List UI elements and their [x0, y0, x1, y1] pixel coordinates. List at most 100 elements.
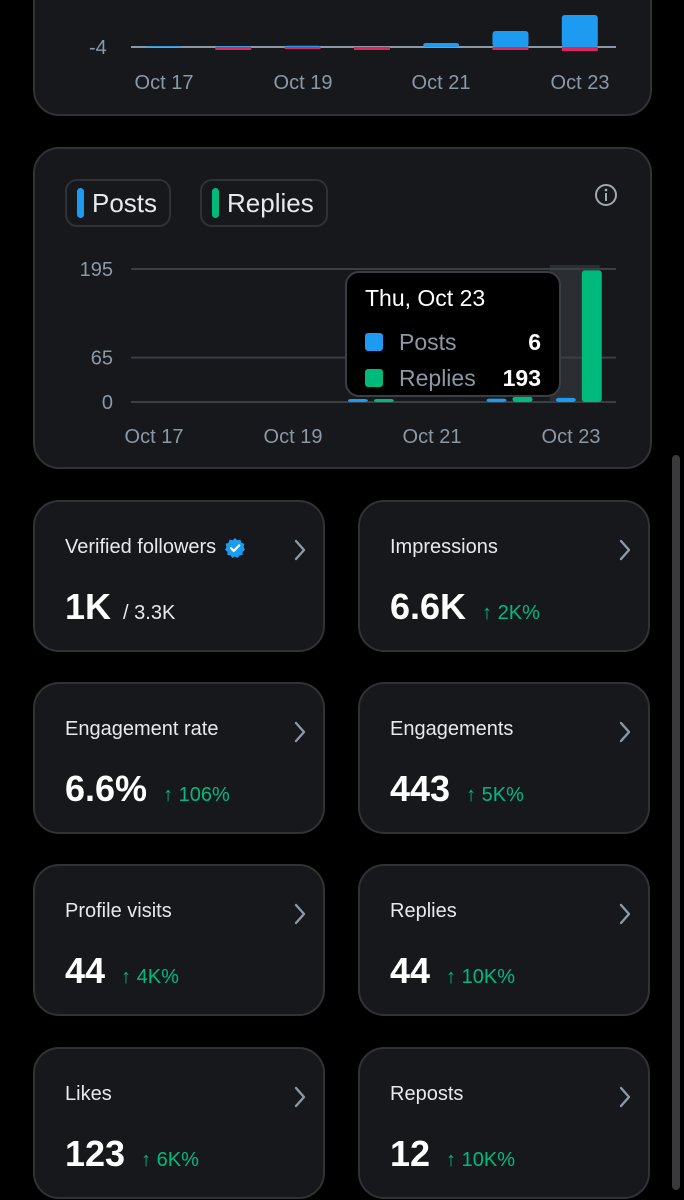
x-tick-label: Oct 17: [135, 72, 194, 94]
x-tick-label: Oct 23: [551, 72, 610, 94]
verified-badge-icon: [224, 537, 246, 559]
metric-title: Reposts: [390, 1083, 463, 1106]
y-tick-label: -4: [89, 37, 107, 59]
metric-value: 6.6%: [65, 768, 148, 809]
metric-card-profile-visits[interactable]: Profile visits 44 ↑ 4K%: [33, 864, 325, 1016]
posts-color-swatch: [77, 188, 84, 218]
top-chart-card: -4 Oct 17 Oct 19 Oct 21 Oct 23: [33, 0, 652, 116]
metric-value: 123: [65, 1133, 126, 1174]
bar-negative: [492, 47, 529, 50]
metric-title-text: Verified followers: [65, 536, 217, 558]
bar-posts: [486, 398, 507, 402]
metric-value-row: 44 ↑ 10K%: [390, 950, 515, 992]
metric-value-row: 443 ↑ 5K%: [390, 768, 524, 810]
activity-chart-card: Posts Replies 0 65 195 Oct 17 Oct 19 Oct 2…: [33, 147, 652, 469]
metric-title: Verified followers: [65, 536, 246, 559]
bar-replies: [581, 270, 602, 402]
metric-title-text: Engagements: [390, 718, 514, 740]
chevron-right-icon: [293, 1085, 307, 1114]
metric-title-text: Replies: [390, 900, 457, 922]
metric-value: 44: [390, 950, 431, 991]
x-tick-label: Oct 19: [264, 426, 323, 448]
metric-delta: ↑ 10K%: [446, 966, 515, 988]
metric-title: Impressions: [390, 536, 498, 559]
metric-value-row: 12 ↑ 10K%: [390, 1133, 515, 1175]
metric-title: Profile visits: [65, 900, 172, 923]
top-bar-chart: -4 Oct 17 Oct 19 Oct 21 Oct 23: [89, 15, 616, 94]
bar-positive: [492, 31, 529, 47]
y-tick-label: 195: [80, 259, 113, 281]
legend-label: Replies: [227, 187, 314, 218]
metric-delta: ↑ 2K%: [482, 602, 540, 624]
legend-chip-posts[interactable]: Posts: [65, 179, 172, 227]
bar-positive: [146, 46, 182, 47]
metric-title-text: Engagement rate: [65, 718, 219, 740]
tooltip-label: Posts: [399, 328, 457, 355]
metric-card-reposts[interactable]: Reposts 12 ↑ 10K%: [358, 1047, 650, 1199]
bar-replies: [512, 396, 533, 402]
tooltip-row-replies: Replies 193: [365, 360, 541, 396]
bar-negative: [353, 47, 390, 50]
legend-label: Posts: [92, 187, 158, 218]
tooltip-value: 6: [528, 328, 541, 355]
bar-negative: [284, 47, 321, 49]
y-tick-label: 65: [91, 348, 113, 370]
bar-posts: [555, 397, 576, 402]
metric-total: / 3.3K: [123, 602, 176, 624]
tooltip-value: 193: [502, 364, 541, 391]
metric-delta: ↑ 10K%: [446, 1149, 515, 1171]
tooltip-row-posts: Posts 6: [365, 324, 541, 360]
chevron-right-icon: [618, 1085, 632, 1114]
metric-value-row: 44 ↑ 4K%: [65, 950, 179, 992]
metric-value-row: 1K / 3.3K: [65, 586, 175, 628]
bar-positive: [215, 46, 252, 47]
tooltip-label: Replies: [399, 364, 476, 391]
metric-value-row: 123 ↑ 6K%: [65, 1133, 199, 1175]
x-tick-label: Oct 19: [274, 72, 333, 94]
metric-title-text: Profile visits: [65, 900, 172, 922]
chevron-right-icon: [618, 538, 632, 567]
metric-card-replies[interactable]: Replies 44 ↑ 10K%: [358, 864, 650, 1016]
chevron-right-icon: [618, 902, 632, 931]
bar-positive: [423, 43, 460, 47]
x-tick-label: Oct 23: [542, 426, 601, 448]
metric-value-row: 6.6% ↑ 106%: [65, 768, 230, 810]
scrollbar[interactable]: [672, 455, 680, 1190]
metric-value: 443: [390, 768, 451, 809]
replies-color-swatch: [365, 369, 383, 387]
x-tick-label: Oct 17: [125, 426, 184, 448]
metric-value: 1K: [65, 586, 112, 627]
metric-title-text: Likes: [65, 1083, 112, 1105]
metric-card-verified-followers[interactable]: Verified followers 1K / 3.3K: [33, 500, 325, 652]
metric-title-text: Reposts: [390, 1083, 464, 1105]
y-tick-label: 0: [102, 392, 113, 414]
x-tick-label: Oct 21: [403, 426, 462, 448]
tooltip-date: Thu, Oct 23: [365, 285, 486, 311]
metric-delta: ↑ 106%: [163, 784, 230, 806]
chevron-right-icon: [293, 720, 307, 749]
chevron-right-icon: [618, 720, 632, 749]
metric-card-engagement-rate[interactable]: Engagement rate 6.6% ↑ 106%: [33, 682, 325, 834]
metric-delta: ↑ 4K%: [121, 966, 179, 988]
bar-positive: [284, 45, 321, 47]
bar-replies: [373, 399, 394, 402]
bar-negative: [215, 47, 252, 50]
chart-tooltip: Thu, Oct 23 Posts 6 Replies 193: [345, 271, 561, 397]
metric-value: 6.6K: [390, 586, 467, 627]
metric-card-likes[interactable]: Likes 123 ↑ 6K%: [33, 1047, 325, 1199]
metric-value: 44: [65, 950, 106, 991]
legend-chip-replies[interactable]: Replies: [200, 179, 328, 227]
metric-title: Likes: [65, 1083, 112, 1106]
metric-title: Engagements: [390, 718, 513, 741]
metric-card-engagements[interactable]: Engagements 443 ↑ 5K%: [358, 682, 650, 834]
x-tick-label: Oct 21: [412, 72, 471, 94]
metric-title: Replies: [390, 900, 457, 923]
metric-value-row: 6.6K ↑ 2K%: [390, 586, 540, 628]
metric-delta: ↑ 5K%: [466, 784, 524, 806]
metric-card-impressions[interactable]: Impressions 6.6K ↑ 2K%: [358, 500, 650, 652]
bar-posts: [347, 399, 368, 402]
posts-color-swatch: [365, 333, 383, 351]
info-icon[interactable]: [594, 183, 618, 212]
replies-color-swatch: [212, 188, 219, 218]
metric-title: Engagement rate: [65, 718, 218, 741]
